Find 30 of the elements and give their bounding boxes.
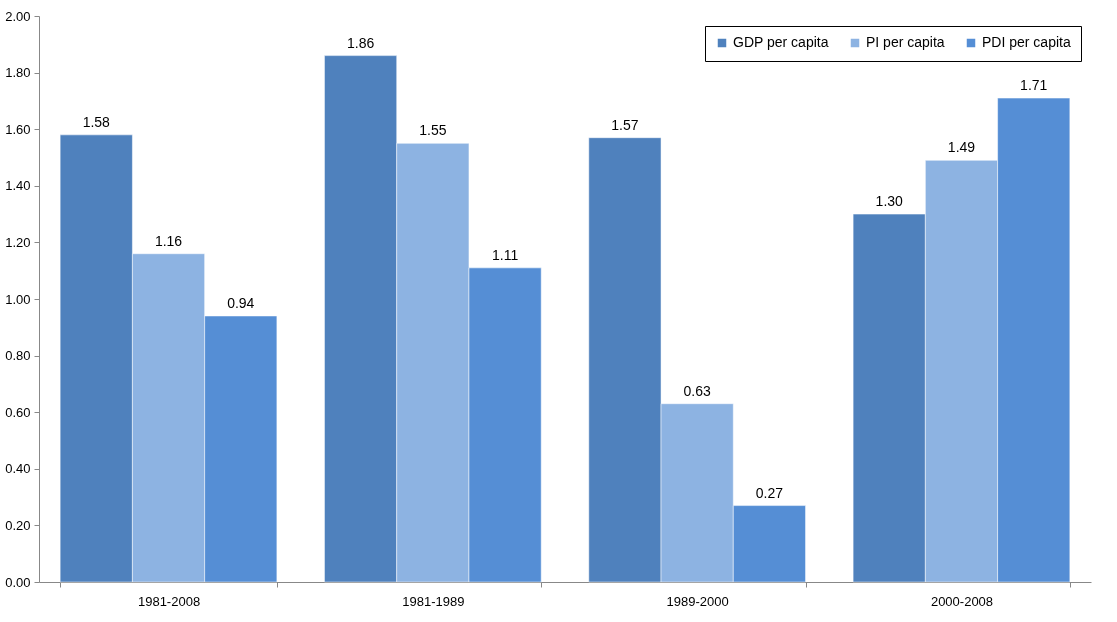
legend-label: PDI per capita [982, 34, 1071, 50]
legend-label: PI per capita [866, 34, 945, 50]
y-tick-label: 1.40 [5, 178, 31, 194]
x-tick-label: 1981-1989 [402, 593, 465, 609]
data-label: 0.94 [227, 294, 255, 311]
data-label: 1.71 [1020, 77, 1048, 94]
y-tick-label: 0.80 [5, 348, 31, 364]
y-tick-label: 1.80 [5, 65, 31, 81]
data-label: 1.58 [82, 113, 111, 130]
x-tick-label: 1989-2000 [666, 593, 729, 609]
data-label: 1.16 [154, 232, 183, 249]
data-label: 1.30 [875, 193, 904, 210]
y-tick-label: 1.60 [5, 121, 31, 137]
y-tick-label: 0.60 [5, 404, 31, 420]
x-tick-label: 2000-2008 [930, 593, 994, 609]
data-label: 1.55 [419, 122, 447, 139]
y-tick-label: 0.20 [5, 517, 31, 533]
data-label: 1.11 [491, 246, 519, 263]
y-tick-label: 0.40 [5, 461, 31, 477]
data-label: 0.27 [755, 484, 784, 501]
y-tick-label: 0.00 [5, 574, 31, 590]
y-tick-label: 1.00 [5, 291, 31, 307]
legend-label: GDP per capita [733, 34, 829, 50]
y-tick-label: 1.20 [5, 234, 31, 250]
data-label: 1.57 [611, 116, 639, 133]
x-tick-label: 1981-2008 [137, 593, 201, 609]
data-label: 1.86 [346, 34, 375, 51]
data-label: 0.63 [683, 382, 711, 399]
y-tick-label: 2.00 [5, 8, 31, 24]
data-label: 1.49 [947, 139, 976, 156]
